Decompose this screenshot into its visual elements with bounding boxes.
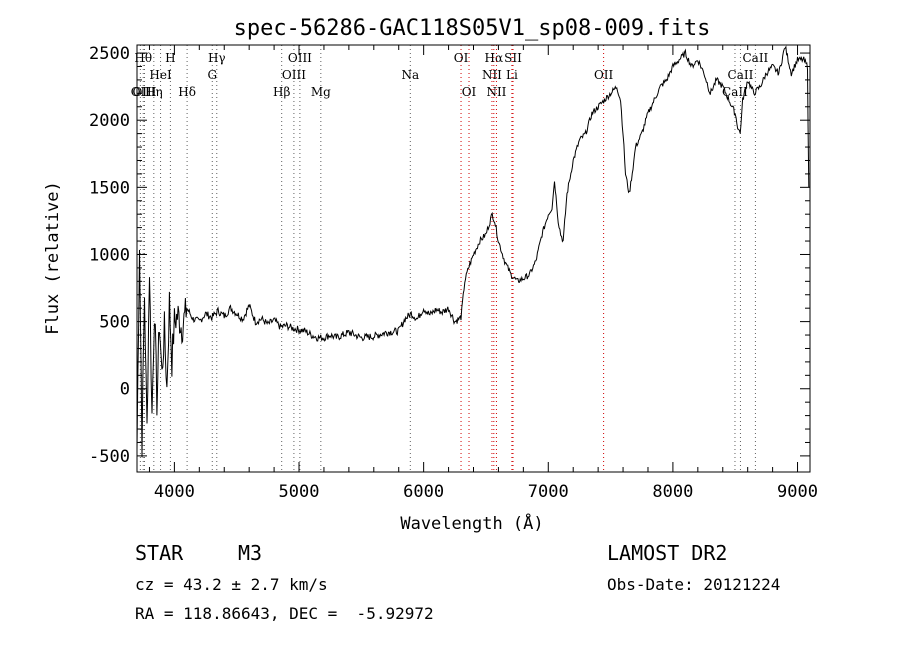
plot-frame bbox=[136, 44, 811, 473]
object-type: STAR bbox=[135, 541, 184, 565]
x-tick-label: 8000 bbox=[652, 482, 693, 502]
coordinates: RA = 118.86643, DEC = -5.92972 bbox=[135, 604, 434, 623]
x-tick-label: 4000 bbox=[154, 482, 195, 502]
x-tick-label: 9000 bbox=[777, 482, 818, 502]
line-label-17: Hα bbox=[485, 51, 504, 65]
line-label-16: NII bbox=[482, 68, 502, 82]
line-label-8: Hγ bbox=[208, 51, 226, 65]
subclass: M3 bbox=[238, 541, 263, 565]
line-label-6: Hδ bbox=[178, 85, 196, 99]
line-label-7: G bbox=[207, 68, 217, 82]
y-axis: -500 0 500 1000 1500 2000 2500 bbox=[89, 44, 810, 467]
line-label-15: OI bbox=[462, 85, 477, 99]
x-tick-label: 5000 bbox=[279, 482, 320, 502]
line-label-10: OIII bbox=[282, 68, 306, 82]
obs-date: Obs-Date: 20121224 bbox=[607, 575, 781, 594]
chart-title: spec-56286-GAC118S05V1_sp08-009.fits bbox=[234, 16, 711, 41]
line-label-20: SII bbox=[504, 51, 522, 65]
line-label-1: Hθ bbox=[134, 51, 152, 65]
y-tick-label: 2500 bbox=[89, 44, 130, 64]
line-label-0: OII bbox=[131, 85, 151, 99]
line-label-11: OIII bbox=[288, 51, 312, 65]
x-axis-label: Wavelength (Å) bbox=[400, 512, 543, 534]
line-label-13: Na bbox=[401, 68, 419, 82]
y-tick-label: 2000 bbox=[89, 111, 130, 131]
line-label-4: HeI bbox=[149, 68, 172, 82]
line-label-5: H bbox=[165, 51, 175, 65]
line-label-21: OII bbox=[594, 68, 614, 82]
y-tick-label: 0 bbox=[120, 380, 130, 400]
x-axis: 4000 5000 6000 7000 8000 9000 bbox=[148, 45, 818, 502]
y-axis-label: Flux (relative) bbox=[43, 181, 63, 335]
line-label-3: Hη bbox=[145, 85, 163, 99]
spectral-line-markers: OIIHθOIIIHηHeIHHδGHγHβOIIIOIIIMgNaOIOINI… bbox=[131, 45, 769, 472]
line-label-12: Mg bbox=[311, 85, 331, 99]
line-label-19: Li bbox=[506, 68, 518, 82]
y-tick-label: -500 bbox=[89, 447, 130, 467]
line-label-18: NII bbox=[486, 85, 506, 99]
line-label-2: OIII bbox=[132, 85, 156, 99]
y-tick-label: 500 bbox=[99, 313, 130, 333]
y-tick-label: 1500 bbox=[89, 178, 130, 198]
line-label-24: CaII bbox=[742, 51, 768, 65]
x-tick-label: 7000 bbox=[528, 482, 569, 502]
line-label-23: CaII bbox=[728, 68, 754, 82]
y-tick-label: 1000 bbox=[89, 245, 130, 265]
line-label-9: Hβ bbox=[273, 85, 290, 99]
survey-name: LAMOST DR2 bbox=[607, 541, 728, 565]
x-tick-label: 6000 bbox=[403, 482, 444, 502]
redshift-cz: cz = 43.2 ± 2.7 km/s bbox=[135, 575, 328, 594]
line-label-22: CaII bbox=[722, 85, 748, 99]
spectrum-line bbox=[136, 45, 810, 458]
line-label-14: OI bbox=[454, 51, 469, 65]
